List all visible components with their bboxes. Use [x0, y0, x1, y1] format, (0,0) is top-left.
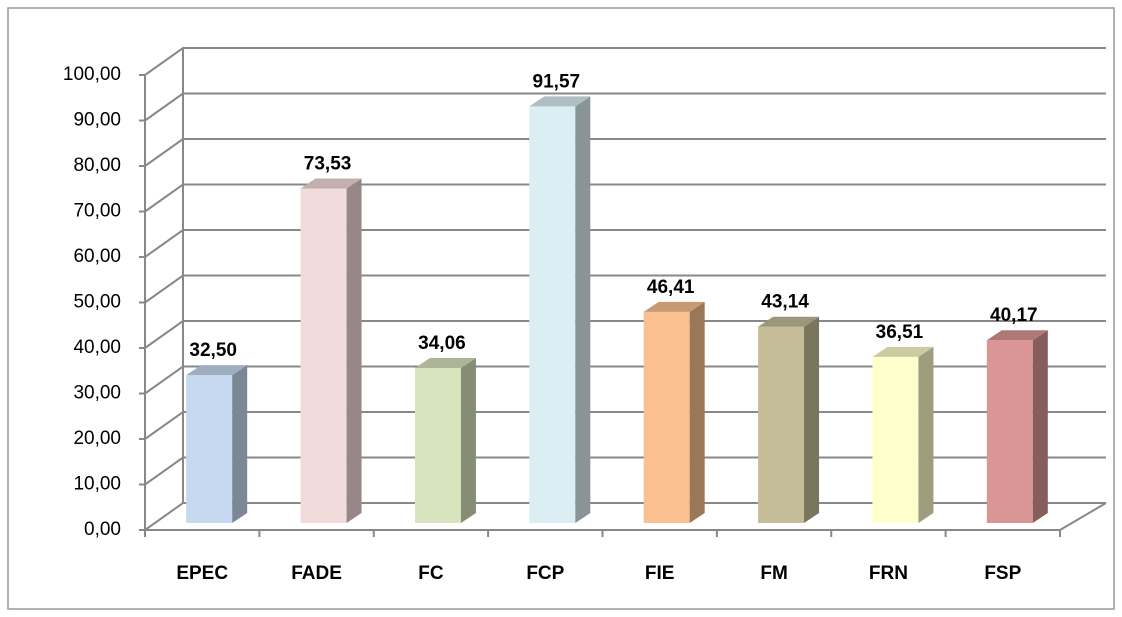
y-tick-label: 70,00 — [73, 201, 121, 222]
bar — [643, 301, 705, 523]
y-tick-label: 40,00 — [73, 337, 121, 358]
bar-top — [758, 316, 820, 327]
bar — [872, 346, 934, 523]
y-tick-label: 80,00 — [73, 155, 121, 176]
bar-top — [643, 301, 705, 312]
y-tick-label: 100,00 — [63, 64, 121, 85]
bar-top — [186, 365, 248, 376]
x-tick-label: FRN — [869, 563, 908, 584]
grid-line — [144, 92, 1106, 122]
grid-line — [144, 274, 1106, 304]
bar-side — [346, 178, 362, 523]
y-tick-label: 50,00 — [73, 292, 121, 313]
x-tick-label: EPEC — [176, 563, 228, 584]
bar-front — [643, 311, 690, 523]
bar-top — [300, 178, 362, 189]
bar-side — [460, 358, 476, 523]
bar-front — [758, 326, 805, 523]
y-tick-label: 30,00 — [73, 383, 121, 404]
bar-side — [918, 346, 934, 523]
bar — [414, 358, 476, 523]
grid-line — [144, 229, 1106, 258]
data-label: 73,53 — [304, 153, 352, 174]
grid-line — [144, 47, 1106, 76]
data-label: 91,57 — [533, 71, 581, 92]
bar-side — [575, 96, 591, 523]
bar-front — [529, 106, 576, 523]
x-tick-label: FC — [418, 563, 444, 584]
bar-side — [804, 316, 820, 523]
bar-front — [186, 375, 233, 523]
data-label: 32,50 — [189, 340, 237, 361]
bar-front — [414, 368, 461, 523]
bar-top — [529, 96, 591, 107]
bar — [529, 96, 591, 523]
x-tick-label: FM — [760, 563, 787, 584]
y-tick-label: 20,00 — [73, 428, 121, 449]
x-tick-label: FSP — [984, 563, 1021, 584]
bar-top — [986, 330, 1048, 341]
bar — [986, 330, 1048, 523]
bar-top — [414, 358, 476, 369]
y-tick-label: 90,00 — [73, 110, 121, 131]
y-tick-label: 60,00 — [73, 246, 121, 267]
x-tick-label: FADE — [291, 563, 342, 584]
bar — [758, 316, 820, 523]
y-tick-label: 0,00 — [84, 519, 121, 540]
y-tick-label: 10,00 — [73, 474, 121, 495]
data-label: 43,14 — [761, 292, 809, 313]
bar-side — [232, 365, 248, 523]
data-label: 46,41 — [647, 277, 695, 298]
bar — [300, 178, 362, 523]
bar — [186, 365, 248, 523]
data-label: 36,51 — [876, 322, 924, 343]
x-tick-label: FCP — [526, 563, 564, 584]
bar-front — [986, 340, 1033, 523]
data-label: 40,17 — [990, 305, 1038, 326]
grid-line — [144, 183, 1106, 213]
grid-line — [144, 138, 1106, 167]
data-label: 34,06 — [418, 333, 466, 354]
bar-front — [872, 356, 919, 523]
bar-front — [300, 188, 347, 523]
bar-top — [872, 346, 934, 357]
x-tick-label: FIE — [645, 563, 675, 584]
bar-side — [1032, 330, 1048, 523]
bar-side — [689, 301, 705, 523]
